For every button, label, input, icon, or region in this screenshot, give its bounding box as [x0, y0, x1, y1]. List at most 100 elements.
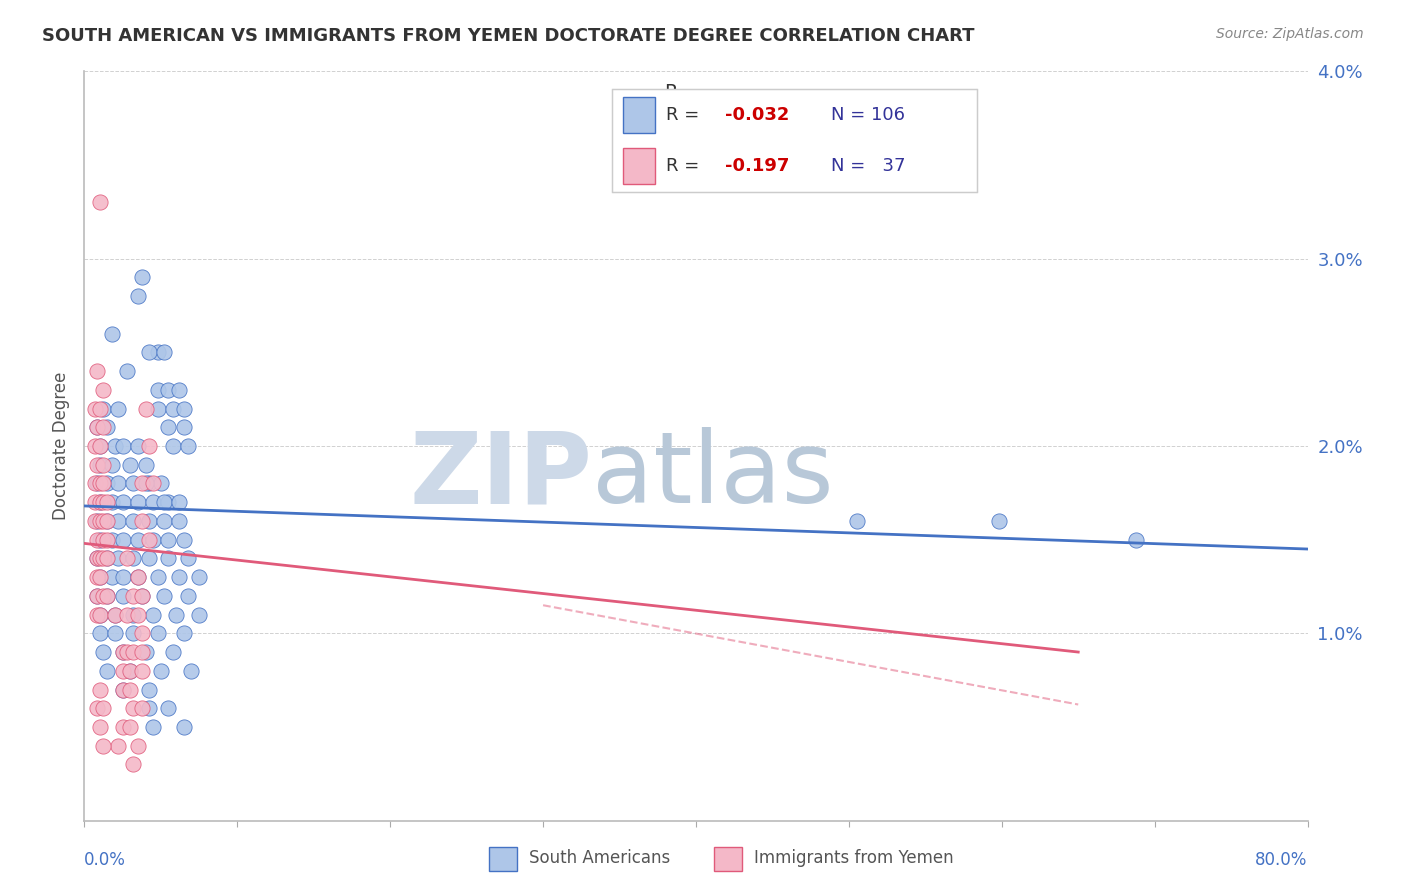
Point — [135, 476, 157, 491]
Point — [120, 664, 142, 678]
Point — [89, 570, 111, 584]
Point — [177, 551, 200, 566]
Point — [89, 476, 111, 491]
Point — [84, 495, 107, 509]
Text: R =: R = — [665, 83, 707, 102]
Point — [122, 476, 145, 491]
Point — [104, 607, 127, 622]
Point — [120, 664, 142, 678]
Point — [111, 645, 134, 659]
Point — [111, 570, 134, 584]
Text: atlas: atlas — [592, 427, 834, 524]
Point — [149, 664, 172, 678]
Point — [89, 514, 111, 528]
Point — [115, 607, 138, 622]
Point — [167, 495, 190, 509]
Point — [86, 364, 108, 378]
Point — [91, 476, 114, 491]
Point — [142, 720, 165, 734]
Point — [138, 533, 160, 547]
Point — [146, 570, 169, 584]
Point — [89, 495, 111, 509]
Point — [89, 682, 111, 697]
Point — [157, 701, 180, 715]
Point — [127, 607, 149, 622]
Point — [165, 607, 187, 622]
Text: ZIP: ZIP — [409, 427, 592, 524]
Point — [188, 607, 211, 622]
Point — [127, 570, 149, 584]
Bar — [623, 148, 655, 184]
Point — [89, 551, 111, 566]
Point — [177, 439, 200, 453]
Point — [111, 533, 134, 547]
Point — [111, 439, 134, 453]
Point — [107, 401, 129, 416]
Point — [173, 533, 195, 547]
Point — [86, 701, 108, 715]
Point — [96, 420, 118, 434]
Point — [127, 570, 149, 584]
Point — [138, 551, 160, 566]
Point — [86, 607, 108, 622]
Text: -0.032: -0.032 — [725, 106, 789, 124]
Point — [111, 645, 134, 659]
Point — [131, 589, 153, 603]
Point — [135, 458, 157, 472]
Point — [96, 533, 118, 547]
Point — [131, 645, 153, 659]
Point — [84, 476, 107, 491]
Point — [86, 570, 108, 584]
Point — [173, 626, 195, 640]
Point — [177, 589, 200, 603]
Point — [96, 514, 118, 528]
Point — [86, 420, 108, 434]
Point — [135, 401, 157, 416]
Point — [96, 551, 118, 566]
Point — [120, 458, 142, 472]
Point — [142, 607, 165, 622]
Point — [89, 626, 111, 640]
Text: Source: ZipAtlas.com: Source: ZipAtlas.com — [1216, 27, 1364, 41]
Point — [167, 570, 190, 584]
Point — [84, 439, 107, 453]
Point — [96, 514, 118, 528]
Point — [96, 664, 118, 678]
Point — [111, 720, 134, 734]
Point — [142, 476, 165, 491]
Point — [91, 645, 114, 659]
Point — [167, 383, 190, 397]
Point — [115, 364, 138, 378]
Point — [89, 720, 111, 734]
Point — [91, 458, 114, 472]
Point — [845, 514, 868, 528]
Point — [89, 533, 111, 547]
Point — [157, 495, 180, 509]
Point — [157, 533, 180, 547]
Point — [111, 664, 134, 678]
Point — [138, 345, 160, 359]
Point — [120, 682, 142, 697]
Point — [89, 439, 111, 453]
Point — [122, 626, 145, 640]
Point — [120, 720, 142, 734]
Point — [138, 701, 160, 715]
Point — [89, 495, 111, 509]
Point — [91, 420, 114, 434]
Point — [131, 701, 153, 715]
Point — [96, 551, 118, 566]
Text: -0.197: -0.197 — [725, 157, 789, 175]
Point — [86, 589, 108, 603]
Point — [127, 289, 149, 303]
Text: South Americans: South Americans — [529, 849, 669, 867]
Point — [127, 739, 149, 753]
Text: Immigrants from Yemen: Immigrants from Yemen — [754, 849, 953, 867]
Point — [104, 607, 127, 622]
Point — [153, 589, 176, 603]
Point — [146, 626, 169, 640]
Point — [86, 533, 108, 547]
Point — [91, 739, 114, 753]
Point — [84, 514, 107, 528]
Text: N = 106: N = 106 — [831, 106, 905, 124]
Point — [173, 720, 195, 734]
